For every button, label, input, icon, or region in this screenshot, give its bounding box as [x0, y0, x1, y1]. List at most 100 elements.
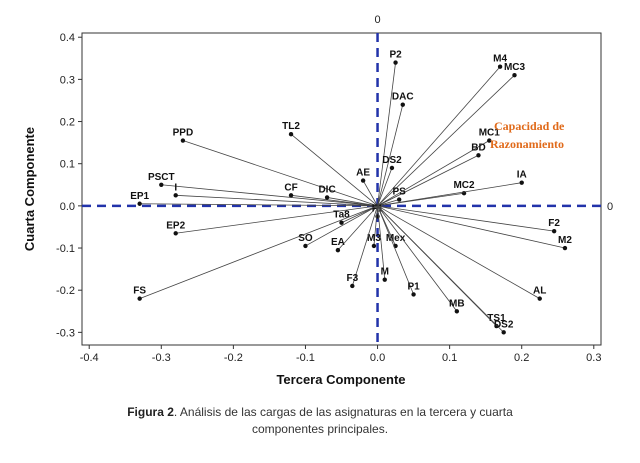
loading-vector-line — [139, 205, 378, 299]
point-label: DAC — [392, 92, 414, 103]
caption-prefix: Figura 2 — [127, 405, 174, 419]
loading-point — [393, 60, 398, 65]
x-tick-label: 0.1 — [442, 352, 457, 364]
loading-point — [551, 228, 557, 234]
caption-line-2: componentes principales. — [251, 422, 389, 436]
loading-point — [137, 296, 142, 301]
point-label: DS2 — [494, 319, 514, 330]
point-label: PS — [392, 187, 406, 198]
loading-point — [512, 72, 517, 78]
y-tick-label: 0.4 — [60, 32, 75, 44]
y-tick-label: 0.3 — [60, 74, 75, 86]
y-axis-ticks: -0.3 -0.2 -0.1 0.0 0.1 0.2 0.3 0.4 — [56, 32, 82, 339]
loading-point — [476, 153, 481, 158]
loading-vector-line — [327, 197, 378, 207]
loading-vector-line — [337, 205, 378, 251]
loading-point — [382, 277, 387, 282]
loading-point — [173, 231, 178, 236]
point-label: PSCT — [148, 172, 175, 183]
loading-vector-line — [377, 66, 501, 207]
loading-vector-line — [377, 205, 458, 312]
point-label: F2 — [548, 218, 560, 229]
loading-vector-line — [175, 205, 378, 234]
loading-point — [335, 247, 341, 253]
plot-frame — [81, 32, 602, 346]
x-axis-label: Tercera Componente — [276, 372, 405, 387]
point-label: Ta8 — [333, 210, 350, 221]
point-label: TS1 — [487, 313, 506, 324]
x-tick-label: 0.2 — [514, 352, 529, 364]
figure-caption: Figura 2. Análisis de las cargas de las … — [30, 404, 610, 438]
loading-vector-line — [377, 104, 404, 206]
loading-point — [180, 138, 186, 143]
loading-point — [389, 165, 395, 171]
y-tick-label: 0.2 — [60, 117, 75, 129]
loading-vector-line — [377, 154, 479, 207]
loading-vector-line — [182, 140, 378, 207]
point-label: P1 — [407, 281, 420, 292]
loading-vector-line — [290, 194, 378, 207]
loading-point — [396, 197, 402, 202]
loading-point — [537, 296, 542, 301]
point-label: DIC — [318, 184, 335, 195]
point-label: Mex — [386, 233, 406, 244]
loading-vector-line — [377, 182, 522, 207]
loading-point — [303, 243, 308, 249]
loading-vector-line — [362, 180, 378, 207]
point-label: PPD — [173, 128, 194, 139]
x-axis-ticks: -0.4 -0.3 -0.2 -0.1 0.0 0.1 0.2 0.3 — [80, 345, 601, 364]
loading-point — [288, 131, 294, 137]
point-label: CF — [284, 182, 297, 193]
loading-vector-line — [377, 205, 566, 249]
loading-vector-line — [377, 74, 515, 207]
loading-vector-line — [377, 199, 400, 207]
loading-point — [350, 283, 355, 289]
horizontal-reference-label: 0 — [607, 201, 613, 213]
loading-point — [371, 243, 377, 249]
point-label: M — [381, 267, 389, 278]
loading-vector-line — [377, 205, 540, 299]
loading-point — [411, 292, 416, 297]
point-label: FS — [133, 286, 146, 297]
loading-vector-line — [351, 205, 378, 287]
loading-vector-line — [377, 140, 490, 207]
loading-vector-line — [161, 184, 378, 207]
point-label: SO — [298, 233, 313, 244]
x-tick-label: -0.4 — [80, 352, 99, 364]
y-tick-label: -0.3 — [56, 327, 75, 339]
loading-point — [519, 180, 524, 185]
loading-point — [360, 178, 366, 183]
loading-vector-line — [373, 205, 378, 246]
loading-point — [487, 138, 492, 143]
point-label: M2 — [558, 235, 572, 246]
loading-vector-line — [305, 205, 378, 247]
y-tick-label: 0.0 — [60, 201, 75, 213]
point-label: EP1 — [130, 191, 149, 202]
point-label: AL — [533, 286, 546, 297]
point-label: M4 — [493, 54, 507, 65]
loading-vector-line — [341, 205, 378, 224]
loading-point — [501, 330, 506, 335]
point-label: TL2 — [282, 121, 300, 132]
loading-point — [562, 245, 568, 251]
loading-point — [400, 102, 405, 107]
loading-point — [497, 64, 503, 69]
annotation-line-1: Capacidad de — [494, 119, 565, 133]
biplot-chart: -0.4 -0.3 -0.2 -0.1 0.0 0.1 0.2 0.3 -0.3-0.2-0.… — [22, 14, 613, 387]
point-label: MB — [449, 298, 465, 309]
point-label: IA — [517, 170, 527, 181]
point-label: MC2 — [453, 180, 475, 191]
y-tick-label: -0.2 — [56, 285, 75, 297]
vertical-reference-label: 0 — [374, 14, 380, 26]
point-label: BD — [471, 142, 485, 153]
loading-point — [288, 193, 294, 198]
caption-line-1: . Análisis de las cargas de las asignatu… — [173, 405, 513, 419]
x-tick-label: -0.2 — [224, 352, 243, 364]
annotation-line-2: Razonamiento — [490, 137, 564, 151]
loading-vector-line — [290, 133, 378, 207]
loading-point — [494, 323, 499, 329]
point-label: DS2 — [382, 155, 402, 166]
point-label: AE — [356, 168, 370, 179]
y-tick-label: -0.1 — [56, 243, 75, 255]
point-label: P2 — [389, 50, 402, 61]
